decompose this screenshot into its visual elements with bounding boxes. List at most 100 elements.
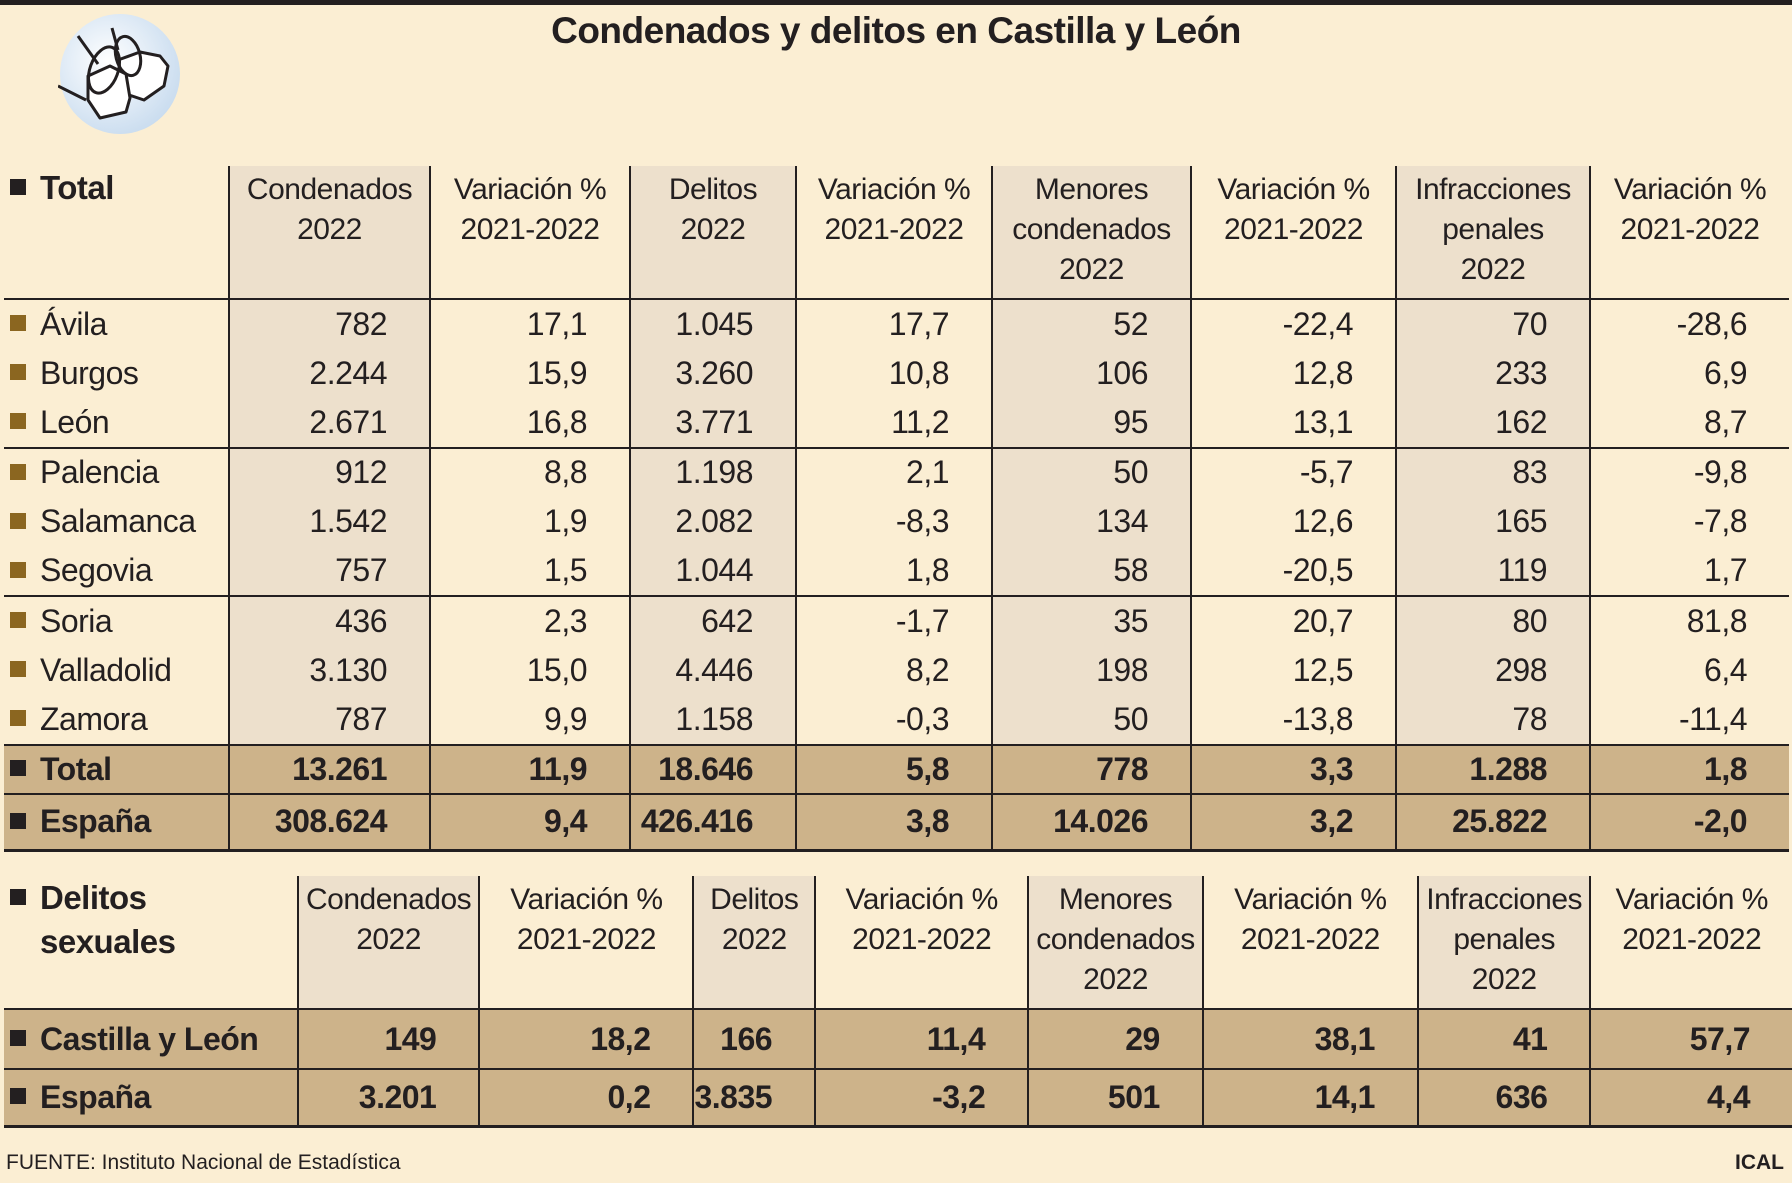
cell-value: 8,7: [1589, 398, 1789, 448]
cell-value: 3.201: [296, 1068, 480, 1128]
total-row: Total 13.261 11,9 18.646 5,8 778 3,3 1.288 1,8: [4, 743, 1789, 794]
cell-value: 787: [228, 695, 430, 745]
cell-value: 2.671: [228, 398, 430, 448]
row-label: Segovia: [4, 547, 229, 597]
cell-value: 29: [1027, 1008, 1203, 1069]
cell-value: 80: [1395, 595, 1590, 646]
column-header: Variación % 2021-2022: [478, 876, 694, 1009]
column-header-line: 2021-2022: [1240, 923, 1380, 956]
cell-value: 3.260: [629, 348, 796, 398]
cell-value: -28,6: [1589, 298, 1789, 349]
cell-value: 14,1: [1201, 1068, 1418, 1128]
top-rule: [0, 0, 1792, 5]
cell-value: 11,9: [429, 743, 630, 794]
cell-value: 83: [1395, 446, 1590, 497]
row-name: España: [40, 803, 151, 840]
cell-value: 78: [1395, 695, 1590, 745]
column-header-line: 2022: [1460, 253, 1526, 286]
province-row: Burgos 2.244 15,9 3.260 10,8 106 12,8 233 6,9: [4, 348, 1789, 399]
cell-value: 12,8: [1190, 348, 1396, 398]
column-header-line: Variación %: [1615, 883, 1769, 916]
cell-value: -8,3: [795, 497, 992, 547]
cell-value: 134: [991, 497, 1191, 547]
cell-value: 2.244: [228, 348, 430, 398]
column-header-line: 2021-2022: [1620, 213, 1760, 246]
square-bullet-icon: [10, 413, 26, 430]
castilla-leon-row: Castilla y León 149 18,2 166 11,4 29 38,1 41 57,…: [4, 1008, 1792, 1069]
column-header-line: Infracciones: [1415, 173, 1571, 206]
table-header-row: Delitos sexuales Condenados 2022 Variación %…: [4, 876, 1792, 1009]
column-header-line: 2022: [356, 923, 421, 956]
cell-value: -3,2: [814, 1068, 1029, 1128]
cell-value: 25.822: [1395, 792, 1590, 852]
cell-value: 1,5: [429, 546, 630, 596]
cell-value: 149: [296, 1008, 480, 1069]
column-header: Variación % 2021-2022: [795, 166, 992, 299]
cell-value: 16,8: [429, 398, 630, 448]
cell-value: 11,4: [814, 1008, 1029, 1069]
row-label: España: [4, 792, 229, 852]
column-header-line: Variación %: [845, 883, 998, 916]
cell-value: 8,8: [429, 446, 630, 497]
cell-value: 4.446: [629, 645, 796, 695]
cell-value: 20,7: [1190, 595, 1396, 646]
row-label: Zamora: [4, 695, 229, 745]
cell-value: 5,8: [795, 743, 992, 794]
square-bullet-icon: [10, 1030, 26, 1047]
cell-value: 70: [1395, 298, 1590, 349]
column-header: Infracciones penales 2022: [1416, 876, 1591, 1009]
cell-value: -11,4: [1589, 695, 1789, 745]
cell-value: 2,3: [429, 595, 630, 646]
cell-value: 3,3: [1190, 743, 1396, 794]
column-header-line: Variación %: [510, 883, 663, 916]
row-name: Total: [40, 750, 112, 787]
row-label: Burgos: [4, 349, 229, 399]
table-section-label: Total: [4, 166, 229, 299]
cell-value: 35: [991, 595, 1191, 646]
column-header-line: 2021-2022: [516, 923, 656, 956]
column-header-line: 2022: [297, 213, 362, 246]
row-name: Castilla y León: [40, 1020, 259, 1057]
square-bullet-icon: [10, 661, 26, 678]
cell-value: 14.026: [991, 792, 1191, 852]
province-row: Ávila 782 17,1 1.045 17,7 52 -22,4 70 -28,6: [4, 298, 1789, 349]
cell-value: 3.130: [228, 645, 430, 695]
cell-value: 778: [991, 743, 1191, 794]
square-bullet-icon: [10, 315, 26, 332]
column-header-line: 2021-2022: [460, 213, 600, 246]
column-header: Variación % 2021-2022: [1589, 166, 1789, 299]
cell-value: 165: [1395, 497, 1590, 547]
column-header-line: 2021-2022: [1224, 213, 1363, 246]
column-header-line: Variación %: [1217, 173, 1370, 206]
column-header: Variación % 2021-2022: [1589, 876, 1792, 1009]
column-header-line: Condenados: [246, 173, 413, 206]
table-section-label: Delitos sexuales: [4, 876, 298, 1009]
total-table: Total Condenados 2022 Variación % 2021-2022 D…: [4, 166, 1789, 852]
square-bullet-icon: [10, 512, 26, 529]
cell-value: 41: [1416, 1008, 1591, 1069]
cell-value: 50: [991, 695, 1191, 745]
cell-value: 10,8: [795, 348, 992, 398]
cell-value: 38,1: [1201, 1008, 1418, 1069]
row-name: Valladolid: [40, 651, 172, 688]
row-label: Soria: [4, 595, 229, 646]
row-label: Castilla y León: [4, 1008, 298, 1069]
cell-value: 58: [991, 546, 1191, 596]
column-header-line: Variación %: [1613, 173, 1767, 206]
label-text: Delitos: [40, 879, 147, 916]
column-header-line: Menores: [1058, 883, 1173, 916]
cell-value: 2.082: [629, 497, 796, 547]
column-header-line: 2021-2022: [824, 213, 964, 246]
column-header-line: penales: [1453, 923, 1555, 956]
cell-value: -2,0: [1589, 792, 1789, 852]
cell-value: 50: [991, 446, 1191, 497]
square-bullet-icon: [10, 889, 26, 906]
row-name: Salamanca: [40, 503, 196, 540]
cell-value: 1.288: [1395, 743, 1590, 794]
cell-value: 1,9: [429, 497, 630, 547]
square-bullet-icon: [10, 364, 26, 381]
column-header: Delitos 2022: [692, 876, 816, 1009]
cell-value: 6,4: [1589, 645, 1789, 695]
column-header: Condenados 2022: [296, 876, 480, 1009]
cell-value: 1.044: [629, 546, 796, 596]
